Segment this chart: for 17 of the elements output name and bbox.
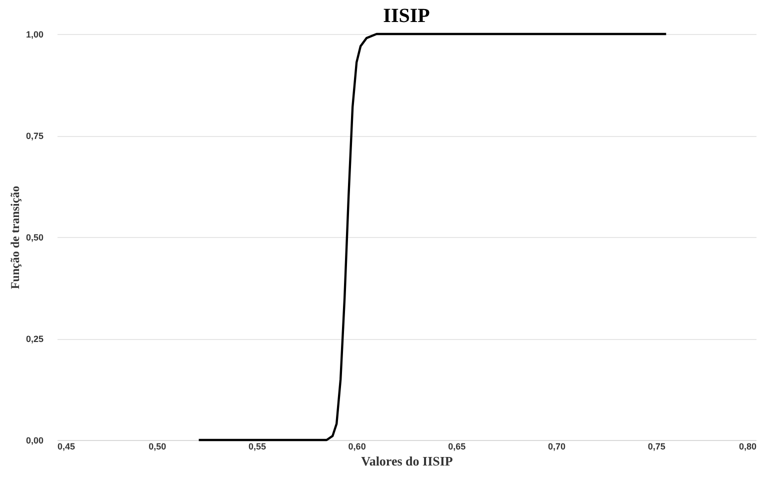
x-tick-label: 0,70: [548, 442, 566, 452]
chart-title: IISIP: [383, 5, 430, 27]
x-axis-title: Valores do IISIP: [361, 454, 453, 468]
y-tick-label: 0,00: [26, 436, 44, 446]
x-tick-label: 0,65: [448, 442, 466, 452]
y-axis-title: Função de transição: [8, 186, 22, 290]
line-series: [198, 32, 668, 442]
x-tick-label: 0,45: [58, 442, 76, 452]
x-tick-label: 0,60: [348, 442, 366, 452]
x-tick-label: 0,50: [148, 442, 166, 452]
y-tick-label: 0,25: [26, 334, 44, 344]
y-tick-label: 1,00: [26, 30, 44, 40]
y-tick-label: 0,75: [26, 131, 44, 141]
x-tick-label: 0,80: [738, 442, 756, 452]
y-tick-label: 0,50: [26, 232, 44, 242]
x-tick-label: 0,75: [648, 442, 666, 452]
x-tick-label: 0,55: [248, 442, 266, 452]
